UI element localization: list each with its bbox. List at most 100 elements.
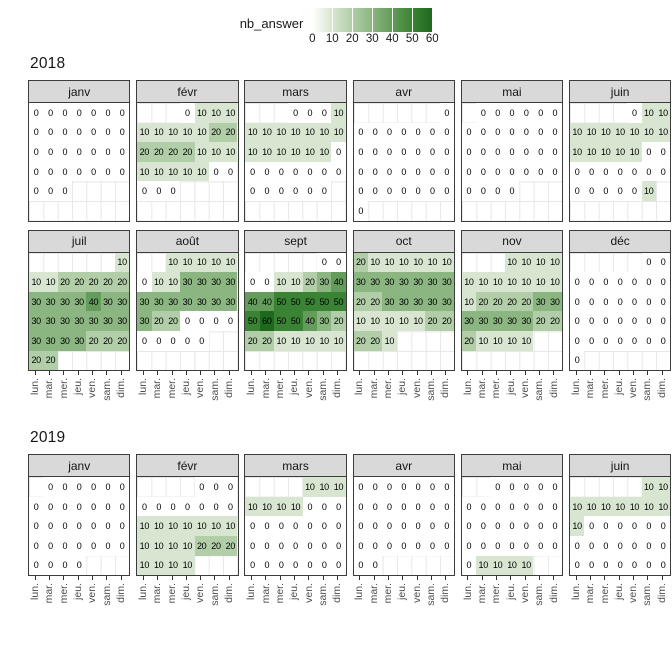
axis-day-label: lun. <box>569 583 582 601</box>
axis-tick-mark <box>171 371 173 376</box>
day-cell <box>411 556 425 576</box>
day-cell: 0 <box>165 330 181 351</box>
axis-tick <box>42 576 56 581</box>
day-cell <box>137 201 151 221</box>
axis-tick-mark <box>48 371 50 376</box>
axis-tick-mark <box>157 576 159 581</box>
axis-tick <box>461 576 475 581</box>
day-cell: 0 <box>317 516 332 536</box>
day-cell: 0 <box>57 535 72 556</box>
axis-day-label-cell: dim. <box>547 583 561 625</box>
day-cell: 30 <box>43 311 58 331</box>
facet-strip-label: mai <box>502 84 522 99</box>
day-cell: 0 <box>245 555 260 576</box>
facet-juil-2018: juil 10 10 10 20 20 20 20 20 30 30 30 30 40 30 30 30 30 30… <box>28 229 131 421</box>
day-cell: 20 <box>208 535 224 556</box>
axis-day-label: ven. <box>518 583 531 603</box>
axis-tick <box>626 371 640 376</box>
day-cell: 0 <box>410 122 426 143</box>
axis-tick-mark <box>279 371 281 376</box>
day-cell: 0 <box>533 496 548 517</box>
day-cell: 0 <box>584 272 599 292</box>
axis-tick <box>396 371 410 376</box>
day-cell: 50 <box>245 311 260 331</box>
axis-tick <box>598 371 612 376</box>
day-cell: 10 <box>180 161 195 182</box>
day-cell: 0 <box>114 142 130 162</box>
axis-tick-mark <box>416 576 418 581</box>
day-cell: 0 <box>461 122 477 143</box>
axis-tick <box>518 576 532 581</box>
axis-day-label-cell: ven. <box>626 378 640 420</box>
axis-day-label: lun. <box>137 378 150 396</box>
axis-day-label-cell: lun. <box>28 378 42 420</box>
day-cell: 0 <box>569 161 585 182</box>
calendar-grid: 0 0 0 0 0 0 0 0 0 0 0 0 0 0 0 0 0 0 0 0 0 0 0 0 0 0 0 10 10 10 10 <box>461 477 563 576</box>
day-cell: 30 <box>547 291 563 312</box>
x-axis: lun. mar. mer. jeu. ven. sam. dim. <box>353 576 455 625</box>
axis-tick-mark <box>63 576 65 581</box>
day-cell: 0 <box>533 103 548 123</box>
day-cell: 0 <box>57 496 72 517</box>
axis-tick <box>179 576 193 581</box>
day-cell: 0 <box>274 516 289 536</box>
calendar-panel: 10 10 10 10 10 10 10 10 10 10 10 10 20 20 20 20 30 30 30 30… <box>460 251 564 372</box>
axis-day-label: mer. <box>273 583 286 604</box>
day-cell: 0 <box>627 103 642 123</box>
day-cell <box>627 201 641 221</box>
legend-tick-label: 20 <box>345 33 359 45</box>
day-cell <box>303 253 317 273</box>
day-cell: 10 <box>382 311 397 331</box>
axis-day-label: mer. <box>273 378 286 399</box>
day-cell: 0 <box>180 311 195 331</box>
axis-tick-mark <box>214 371 216 376</box>
axis-day-label: mer. <box>382 378 395 399</box>
day-cell: 0 <box>490 496 505 517</box>
day-cell <box>180 351 194 371</box>
facet-strip: mai <box>460 80 564 103</box>
day-cell: 10 <box>208 103 224 123</box>
axis-day-label: jeu. <box>612 378 625 396</box>
day-cell: 10 <box>569 516 585 536</box>
axis-tick <box>504 371 518 376</box>
axis-day-label: mar. <box>259 583 272 604</box>
day-cell: 10 <box>425 252 440 273</box>
axis-day-label: mar. <box>151 583 164 604</box>
day-cell <box>368 103 382 123</box>
axis-day-label: lun. <box>28 583 41 601</box>
axis-day-label: mar. <box>43 378 56 399</box>
day-cell: 30 <box>180 272 195 292</box>
day-cell: 10 <box>288 330 303 351</box>
day-cell: 0 <box>114 161 130 182</box>
axis-tick <box>165 576 179 581</box>
axis-day-label: sam. <box>641 378 654 401</box>
day-cell: 0 <box>331 496 346 517</box>
day-cell: 0 <box>655 272 671 292</box>
facet-strip-label: févr <box>177 458 198 473</box>
day-cell <box>166 103 180 123</box>
day-cell <box>223 556 237 576</box>
axis-day-label-cell: lun. <box>461 583 475 625</box>
day-cell: 10 <box>274 142 289 162</box>
axis-day-label: ven. <box>410 378 423 398</box>
day-cell <box>462 103 476 123</box>
axis-day-label-cell: mer. <box>273 583 287 625</box>
day-cell: 30 <box>223 291 238 312</box>
axis-day-label-cell: mar. <box>475 378 489 420</box>
day-cell <box>180 477 194 497</box>
day-cell: 10 <box>165 555 181 576</box>
facet-strip: juil <box>28 229 131 253</box>
day-cell: 10 <box>137 555 152 576</box>
facet-févr-2018: févr 0 10 10 10 10 10 10 10 10 20 20 20 20 20 20 10 10 10 1… <box>136 80 239 222</box>
day-cell <box>29 201 43 221</box>
day-cell: 0 <box>137 330 152 351</box>
day-cell: 10 <box>208 142 224 162</box>
day-cell: 0 <box>57 142 72 162</box>
axis-day-label-cell: jeu. <box>504 583 518 625</box>
axis-tick <box>330 371 344 376</box>
axis-day-label-cell: sam. <box>532 378 546 420</box>
day-cell <box>613 477 627 497</box>
day-cell: 0 <box>245 161 260 182</box>
axis-day-label-cell: mer. <box>165 378 179 420</box>
day-cell: 0 <box>57 103 72 123</box>
